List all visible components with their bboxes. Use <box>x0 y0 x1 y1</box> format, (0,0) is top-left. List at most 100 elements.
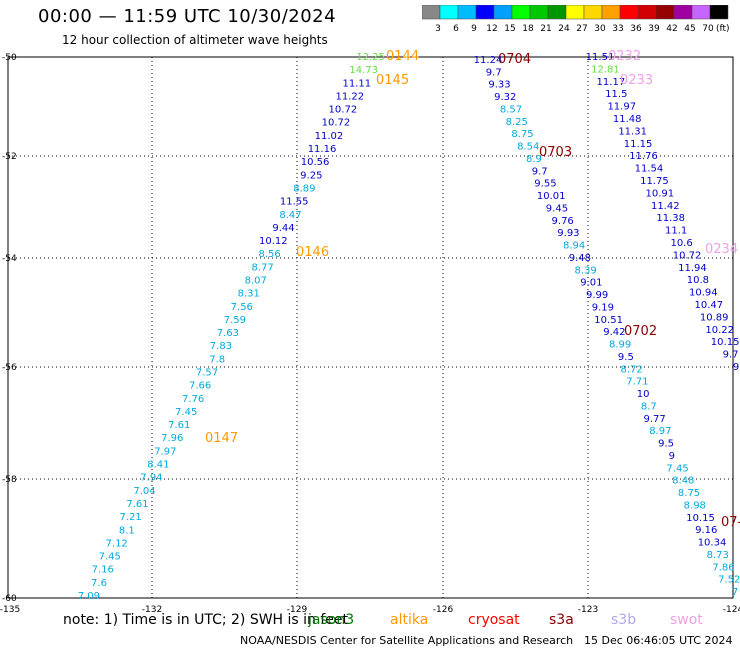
swh-value-label: 9.7 <box>723 350 739 361</box>
pass-time-label: 0146 <box>296 245 329 260</box>
footer-note: note: 1) Time is in UTC; 2) SWH is in fe… <box>63 612 349 628</box>
pass-time-label: 0232 <box>608 49 641 64</box>
y-tick-label: -58 <box>2 475 17 485</box>
swh-value-label: 8.89 <box>293 183 315 194</box>
swh-value-label: 10.72 <box>673 250 702 261</box>
swh-value-label: 10.72 <box>322 118 351 129</box>
swh-value-label: 10.22 <box>705 325 734 336</box>
swh-value-label: 8.97 <box>649 426 671 437</box>
swh-value-label: 8.75 <box>511 129 533 140</box>
swh-value-label: 10.56 <box>301 157 330 168</box>
swh-value-label: 8.94 <box>563 241 585 252</box>
swh-value-label: 9.55 <box>534 179 556 190</box>
swh-value-label: 8.54 <box>517 142 539 153</box>
swh-value-label: 8.31 <box>238 289 260 300</box>
swh-value-label: 7.94 <box>140 473 162 484</box>
colorbar-swatch <box>709 5 729 20</box>
pass-time-label: 0233 <box>620 73 653 88</box>
swh-value-label: 7.45 <box>99 552 121 563</box>
swh-value-label: 11.24 <box>474 55 503 66</box>
swh-value-label: 8.77 <box>252 262 274 273</box>
swh-value-label: 8.41 <box>147 460 169 471</box>
swh-value-label: 9.32 <box>494 92 516 103</box>
y-tick-label: -52 <box>2 152 17 162</box>
swh-value-label: 7.21 <box>119 512 141 523</box>
plot-frame <box>7 56 734 599</box>
swh-value-label: 8.72 <box>620 364 642 375</box>
swh-value-label: 9.5 <box>618 352 634 363</box>
swh-value-label: 8.25 <box>506 117 528 128</box>
swh-value-label: 9.45 <box>546 203 568 214</box>
x-tick-label: -123 <box>578 605 598 615</box>
y-tick-label: -54 <box>2 254 17 264</box>
swh-value-label: 8.99 <box>609 340 631 351</box>
swh-value-label: 9.19 <box>592 302 614 313</box>
generated-time: 15 Dec 06:46:05 UTC 2024 <box>584 634 733 647</box>
colorbar-tick-label: 42 <box>666 24 677 34</box>
legend-s3b: s3b <box>611 612 637 628</box>
swh-value-label: 9.7 <box>532 166 548 177</box>
swh-value-label: 10.8 <box>687 275 709 286</box>
swh-value-label: 10.15 <box>711 337 740 348</box>
swh-value-label: 8.57 <box>500 104 522 115</box>
swh-value-label: 8.73 <box>707 550 729 561</box>
swh-value-label: 11.54 <box>635 164 664 175</box>
swh-value-label: 10.72 <box>329 105 358 116</box>
swh-value-label: 8.47 <box>279 210 301 221</box>
swh-value-label: 9.93 <box>557 228 579 239</box>
legend-altika: altika <box>390 612 429 628</box>
y-tick-label: -60 <box>2 594 17 604</box>
swh-value-label: 10.01 <box>537 191 566 202</box>
swh-value-label: 8.7 <box>641 401 657 412</box>
colorbar-tick-label: 15 <box>504 24 515 34</box>
swh-value-label: 11.11 <box>342 78 371 89</box>
swh-value-label: 7.57 <box>196 368 218 379</box>
swh-value-label: 9.33 <box>488 80 510 91</box>
swh-value-label: 9.16 <box>695 525 717 536</box>
colorbar-tick-label: 9 <box>471 24 477 34</box>
pass-time-label: 0145 <box>376 73 409 88</box>
swh-value-label: 10.51 <box>594 315 623 326</box>
swh-value-label: 11.02 <box>315 131 344 142</box>
pass-time-label: 0703 <box>539 145 572 160</box>
pass-time-label: 0144 <box>386 49 419 64</box>
y-tick-label: -56 <box>2 363 17 373</box>
swh-value-label: 7.45 <box>666 463 688 474</box>
credit-text: NOAA/NESDIS Center for Satellite Applica… <box>240 634 574 647</box>
swh-value-label: 10.15 <box>686 513 715 524</box>
swh-value-label: 8.56 <box>258 249 280 260</box>
swh-value-label: 7.45 <box>175 407 197 418</box>
swh-value-label: 8.48 <box>672 476 694 487</box>
swh-value-label: 11.48 <box>613 114 642 125</box>
colorbar-tick-label: 39 <box>648 24 660 34</box>
swh-value-label: 9 <box>669 451 675 462</box>
swh-value-label: 7.6 <box>91 578 107 589</box>
swh-value-label: 7.66 <box>189 381 211 392</box>
swh-value-label: 11.51 <box>586 52 615 63</box>
swh-value-label: 8.07 <box>245 275 267 286</box>
swh-value-label: 8.98 <box>684 500 706 511</box>
swh-value-label: 10.34 <box>698 538 727 549</box>
swh-value-label: 9.99 <box>586 290 608 301</box>
swh-value-label: 9.01 <box>580 278 602 289</box>
swh-value-label: 12.81 <box>591 64 620 75</box>
swh-value-label: 10.12 <box>259 236 288 247</box>
swh-value-label: 11.38 <box>656 213 685 224</box>
swh-value-label: 11.17 <box>597 77 626 88</box>
swh-value-label: 11.55 <box>280 197 309 208</box>
swh-value-label: 8.75 <box>678 488 700 499</box>
swh-value-label: 7.56 <box>231 302 253 313</box>
swh-value-label: 11.75 <box>640 176 669 187</box>
colorbar-tick-label: 3 <box>435 24 441 34</box>
swh-value-label: 11.15 <box>624 139 653 150</box>
swh-value-label: 7.61 <box>126 499 148 510</box>
pass-time-label: 0147 <box>205 431 238 446</box>
swh-value-label: 9.42 <box>603 327 625 338</box>
swh-value-label: 7.8 <box>209 354 225 365</box>
colorbar-tick-label: 12 <box>486 24 497 34</box>
x-tick-label: -132 <box>142 605 162 615</box>
swh-value-label: 7.97 <box>154 446 176 457</box>
x-tick-label: -135 <box>0 605 20 615</box>
swh-value-label: 9.25 <box>300 170 322 181</box>
swh-value-label: 7.52 <box>718 575 740 586</box>
